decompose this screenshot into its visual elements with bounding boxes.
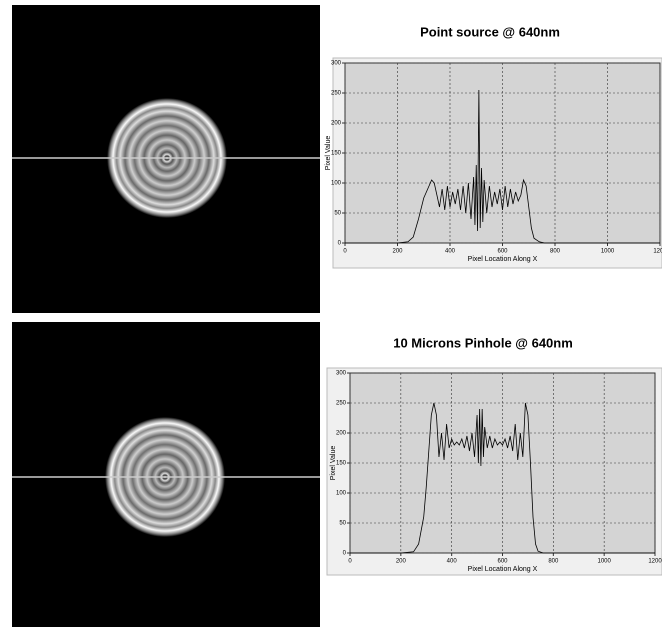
chart-title: 10 Microns Pinhole @ 640nm [393, 335, 573, 350]
x-tick-label: 200 [396, 559, 407, 565]
diffraction-image [12, 5, 320, 313]
x-tick-label: 200 [392, 249, 403, 255]
page: Point source @ 640nm05010015020025030002… [0, 0, 662, 627]
x-tick-label: 400 [447, 559, 458, 565]
diffraction-image [12, 322, 320, 627]
y-axis-label: Pixel Value [330, 446, 337, 481]
y-tick-label: 50 [339, 521, 346, 527]
y-tick-label: 200 [331, 121, 342, 127]
y-tick-label: 200 [336, 431, 347, 437]
y-tick-label: 300 [336, 371, 347, 377]
y-tick-label: 150 [336, 461, 347, 467]
y-tick-label: 150 [331, 151, 342, 157]
x-tick-label: 600 [497, 249, 508, 255]
y-tick-label: 50 [334, 211, 341, 217]
y-tick-label: 250 [331, 91, 342, 97]
x-axis-label: Pixel Location Along X [468, 566, 538, 573]
x-tick-label: 1000 [597, 559, 611, 565]
chart-title: Point source @ 640nm [420, 24, 560, 39]
y-tick-label: 100 [331, 181, 342, 187]
y-tick-label: 100 [336, 491, 347, 497]
figure: Point source @ 640nm05010015020025030002… [0, 0, 662, 627]
x-axis-label: Pixel Location Along X [468, 256, 538, 263]
x-tick-label: 600 [497, 559, 508, 565]
x-tick-label: 1200 [653, 249, 662, 255]
x-tick-label: 800 [548, 559, 559, 565]
y-axis-label: Pixel Value [325, 136, 332, 171]
x-tick-label: 800 [550, 249, 561, 255]
x-tick-label: 1200 [648, 559, 662, 565]
y-tick-label: 250 [336, 401, 347, 407]
x-tick-label: 400 [445, 249, 456, 255]
x-tick-label: 1000 [601, 249, 615, 255]
y-tick-label: 300 [331, 61, 342, 67]
